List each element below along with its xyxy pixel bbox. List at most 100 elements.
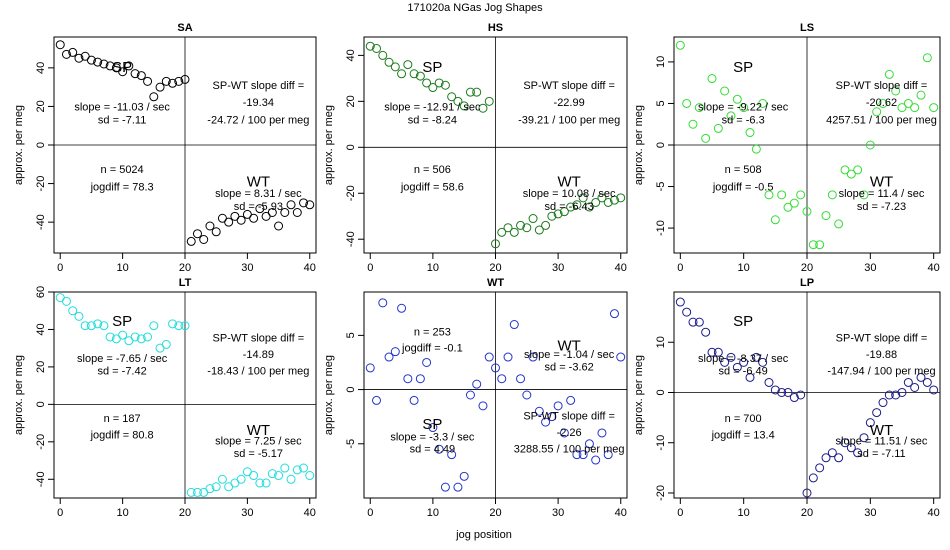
data-point	[547, 412, 557, 422]
sp-label: SP	[112, 59, 132, 76]
data-point	[739, 357, 749, 367]
y-tick-label: -20	[655, 485, 667, 501]
y-tick-label: 20	[35, 100, 47, 112]
data-point	[491, 363, 500, 373]
data-point	[528, 352, 538, 362]
y-tick-label: 0	[35, 401, 47, 407]
x-tick-label: 10	[427, 262, 439, 274]
sp-slope-text: slope = -8.37 / sec	[698, 353, 789, 365]
panel-ls: LS 0 10 20 30 40 -10 -5 0 5 10 approx. per meg SP slo…	[633, 22, 941, 274]
data-point	[796, 390, 806, 400]
data-point	[891, 390, 901, 400]
wt-label: WT	[557, 338, 580, 355]
data-point	[105, 332, 115, 342]
data-point	[372, 395, 382, 405]
data-point	[267, 208, 277, 217]
data-point	[99, 59, 109, 69]
data-point	[903, 377, 913, 387]
data-point	[802, 206, 812, 216]
y-tick-label: -40	[35, 214, 47, 230]
data-point	[865, 418, 875, 428]
sp-sd-text: sd = -6.3	[722, 114, 765, 126]
wt-slope-text: slope = 11.51 / sec	[836, 435, 928, 447]
x-tick-label: 10	[116, 507, 128, 519]
x-tick-label: 30	[864, 507, 876, 519]
data-point	[694, 317, 704, 327]
data-point	[783, 202, 793, 212]
data-point	[916, 90, 926, 100]
data-point	[745, 372, 755, 382]
x-tick-label: 10	[116, 262, 128, 274]
data-point	[840, 165, 850, 175]
data-point	[789, 393, 799, 403]
data-point	[292, 208, 302, 217]
data-point	[878, 398, 888, 408]
data-point	[472, 379, 482, 389]
data-point	[541, 417, 551, 427]
data-point	[384, 352, 394, 362]
data-point	[789, 198, 799, 208]
panel-title: HS	[488, 22, 503, 34]
x-tick-label: 10	[738, 262, 750, 274]
data-point	[713, 123, 723, 133]
data-point	[777, 190, 787, 200]
data-point	[205, 221, 215, 231]
data-point	[758, 98, 768, 108]
x-tick-label: 10	[738, 507, 750, 519]
data-point	[897, 103, 907, 113]
x-tick-label: 20	[179, 262, 191, 274]
data-point	[834, 219, 844, 229]
data-point	[180, 74, 190, 84]
data-point	[93, 57, 103, 67]
data-point	[105, 61, 115, 71]
x-tick-label: 30	[552, 262, 564, 274]
data-point	[707, 347, 717, 357]
data-point	[534, 225, 544, 235]
figure-title: 171020a NGas Jog Shapes	[407, 2, 543, 14]
data-point	[840, 438, 850, 448]
x-tick-label: 30	[552, 507, 564, 519]
sp-label: SP	[733, 313, 753, 330]
data-point	[93, 319, 103, 329]
data-point	[547, 211, 557, 221]
data-point	[292, 465, 302, 475]
data-point	[484, 352, 494, 362]
x-tick-label: 40	[304, 507, 316, 519]
sp-label: SP	[422, 416, 442, 433]
data-point	[149, 92, 159, 102]
data-point	[732, 94, 742, 104]
x-tick-label: 10	[427, 507, 439, 519]
data-point	[777, 387, 787, 397]
y-tick-label: 20	[35, 361, 47, 373]
data-point	[910, 103, 920, 113]
slope-diff-value: -19.88	[866, 349, 897, 361]
data-point	[597, 193, 607, 203]
data-point	[897, 387, 907, 397]
data-point	[86, 321, 96, 331]
jogdiff-text: jogdiff = 13.4	[711, 429, 775, 441]
y-tick-label: 40	[35, 62, 47, 74]
slope-diff-value: -14.89	[243, 349, 274, 361]
data-point	[682, 307, 692, 317]
wt-label: WT	[247, 174, 270, 191]
data-point	[236, 215, 246, 225]
sp-sd-text: sd = 4.49	[410, 444, 456, 456]
panel-lp: LP 0 10 20 30 40 -20 -10 0 10 approx. per meg SP slo…	[633, 277, 941, 519]
data-point	[124, 61, 134, 71]
y-tick-label: 5	[345, 332, 357, 338]
data-point	[274, 471, 284, 481]
wt-sd-text: sd = -7.11	[857, 448, 905, 460]
y-tick-label: 0	[345, 144, 357, 150]
y-tick-label: 0	[345, 387, 357, 393]
data-point	[802, 488, 812, 498]
sp-slope-text: slope = -9.22 / sec	[698, 101, 789, 113]
data-point	[770, 215, 780, 225]
n-text: n = 700	[725, 413, 762, 425]
data-point	[55, 40, 65, 50]
data-point	[136, 334, 146, 344]
x-axis-label: jog position	[455, 529, 512, 541]
data-point	[616, 193, 626, 203]
x-tick-label: 0	[57, 507, 63, 519]
data-point	[597, 428, 607, 438]
